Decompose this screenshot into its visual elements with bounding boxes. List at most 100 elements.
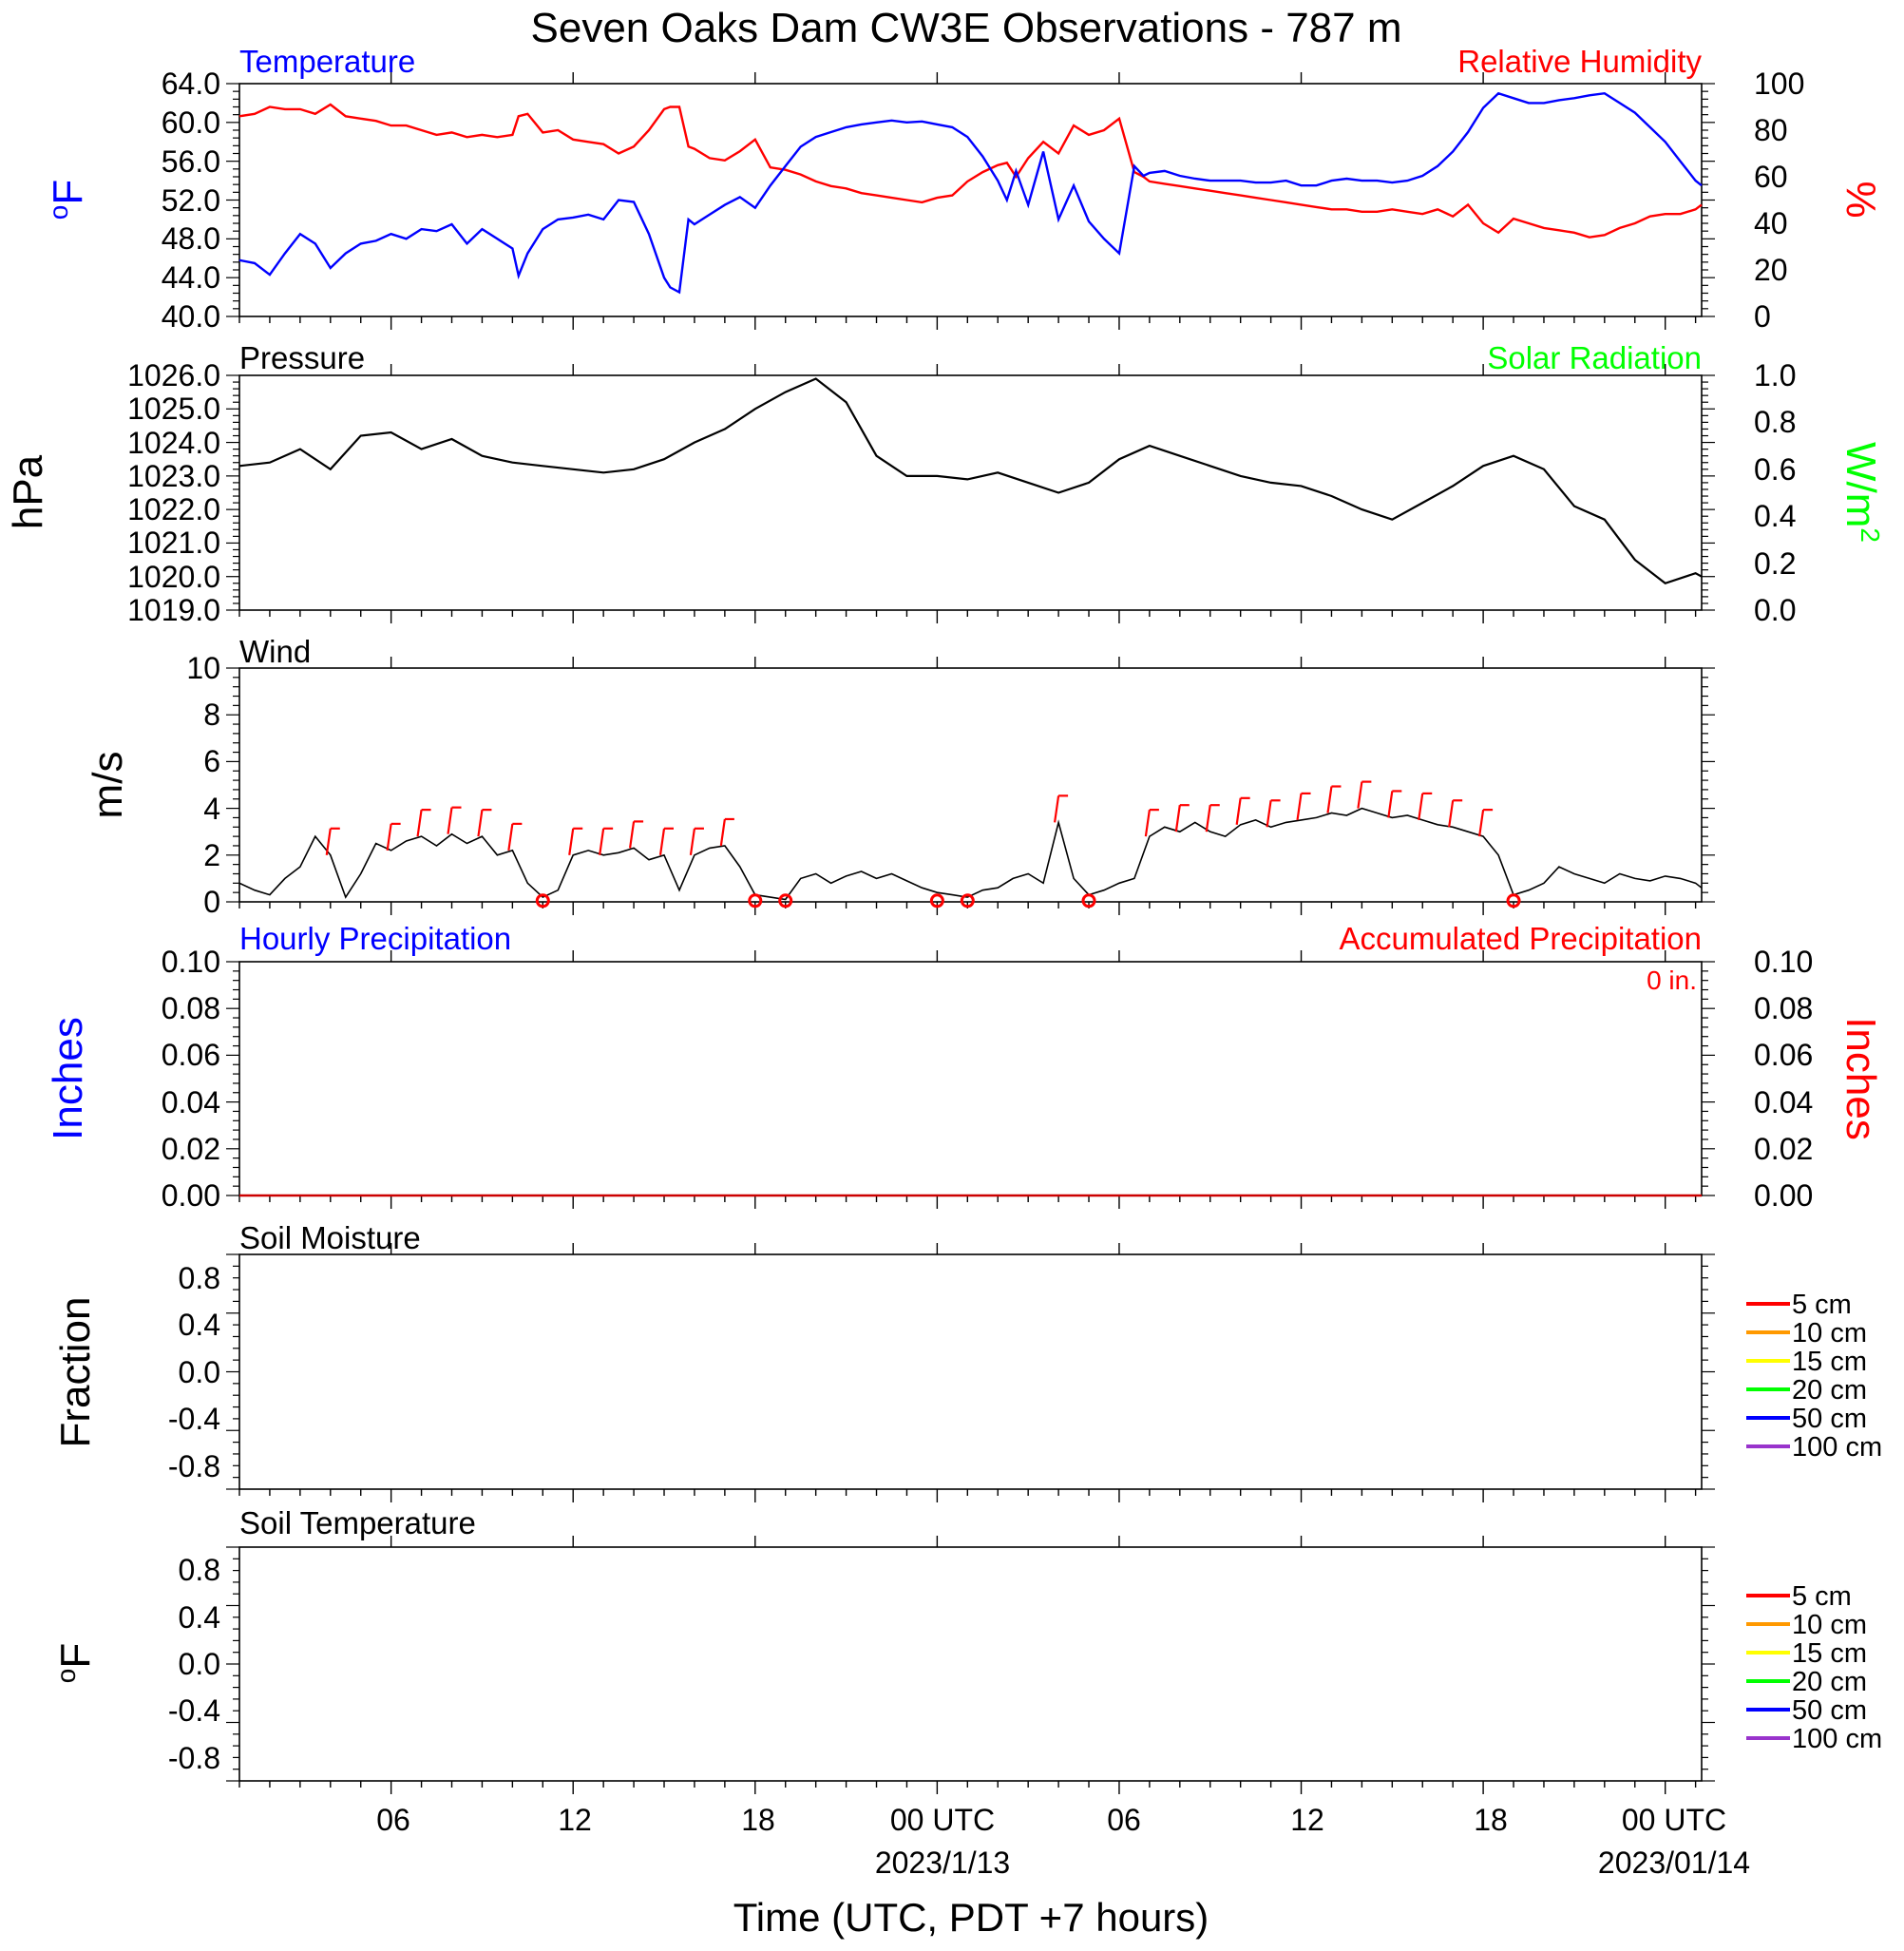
y-tick-label: -0.8 [168,1449,220,1483]
accumulated-precip-total: 0 in. [1647,966,1697,995]
y2-tick-label: 0.04 [1754,1085,1813,1119]
y2-tick-label: 60 [1754,160,1788,194]
y-tick-label: -0.4 [168,1402,220,1436]
wind-barb [1326,786,1333,813]
wind-barb [1144,809,1151,837]
wind-barb [1448,800,1455,828]
y-tick-label: 1019.0 [127,593,220,627]
x-date-label: 2023/1/13 [875,1846,1010,1880]
legend-label: 10 cm [1792,1318,1867,1348]
soil-temperature-panel: Soil Temperature 0.8 0.4 0.0 -0.4 -0.8 o… [51,1505,1882,1794]
y-tick-label: 6 [203,744,220,778]
legend-label: 20 cm [1792,1375,1867,1406]
wind-barb [599,828,605,855]
y-tick-label: 44.0 [162,260,220,295]
x-tick-label: 18 [741,1803,775,1837]
temp-rh-ticks [226,72,1715,330]
x-axis-label: Time (UTC, PDT +7 hours) [733,1895,1209,1940]
temperature-unit: oF [44,180,92,220]
soil-temperature-unit: oF [51,1643,100,1683]
y2-tick-label: 0.6 [1754,452,1796,487]
soil-temperature-title: Soil Temperature [239,1505,476,1540]
chart-title: Seven Oaks Dam CW3E Observations - 787 m [531,5,1402,51]
x-tick-label: 12 [1290,1803,1324,1837]
wind-barb [1418,793,1424,821]
wind-speed-line [238,807,1703,901]
y-tick-label: 1025.0 [127,392,220,426]
solar-radiation-title: Solar Radiation [1487,340,1702,375]
x-tick-label: 18 [1474,1803,1508,1837]
relative-humidity-line [238,103,1703,239]
y-tick-label: 0.06 [162,1038,220,1072]
wind-barb [1054,795,1060,823]
legend-label: 15 cm [1792,1638,1867,1669]
temp-left-tick-labels: 64.0 60.0 56.0 52.0 48.0 44.0 40.0 [162,67,220,334]
temperature-line [238,91,1703,295]
x-tick-label: 00 UTC [890,1803,995,1837]
precip-left-tick-labels: 0.10 0.08 0.06 0.04 0.02 0.00 [162,945,220,1213]
calm-wind-marker [748,893,763,909]
y-tick-label: 1022.0 [127,492,220,526]
soil-moisture-frame [238,1253,1703,1490]
wind-unit: m/s [85,752,131,819]
legend-label: 20 cm [1792,1667,1867,1697]
wind-title: Wind [239,634,311,669]
y2-tick-label: 20 [1754,253,1788,287]
wind-frame [238,667,1703,903]
calm-wind-marker [960,893,975,909]
x-tick-label: 06 [1107,1803,1141,1837]
soil-moisture-tick-labels: 0.8 0.4 0.0 -0.4 -0.8 [168,1261,220,1483]
precipitation-panel: Hourly Precipitation Accumulated Precipi… [45,921,1884,1213]
calm-wind-marker [1506,893,1521,909]
y2-tick-label: 0.00 [1754,1178,1813,1213]
wind-barb [1478,809,1485,837]
humidity-title: Relative Humidity [1457,44,1702,79]
wind-barb [386,823,392,851]
y-tick-label: 0.02 [162,1132,220,1166]
wind-barb [719,818,726,847]
calm-wind-marker [1081,893,1096,909]
y-tick-label: 8 [203,698,220,732]
wind-barb [416,809,423,837]
pressure-panel: Pressure Solar Radiation 1026.0 1025.0 1… [5,340,1886,627]
temp-rh-panel: Temperature Relative Humidity 64.0 60.0 … [44,44,1885,334]
soil-moisture-legend: 5 cm 10 cm 15 cm 20 cm 50 cm 100 cm [1746,1290,1882,1463]
calm-wind-marker [929,893,944,909]
pressure-title: Pressure [239,340,365,375]
precip-right-unit: Inches [1837,1017,1884,1140]
temperature-title: Temperature [239,44,415,79]
wind-ticks [226,657,1715,915]
y-tick-label: 0.08 [162,991,220,1025]
precip-right-tick-labels: 0.10 0.08 0.06 0.04 0.02 0.00 [1754,945,1813,1213]
pressure-unit: hPa [5,454,51,529]
wind-barb [1387,791,1394,818]
wind-barb [1174,805,1181,832]
wind-barb [1205,805,1211,832]
humidity-unit: % [1837,181,1884,218]
y-tick-label: 52.0 [162,183,220,218]
y-tick-label: 1024.0 [127,426,220,460]
y2-tick-label: 0.0 [1754,593,1796,627]
wind-barb [628,821,636,849]
accumulated-precip-title: Accumulated Precipitation [1339,921,1702,956]
y-tick-label: 10 [186,651,220,685]
y-tick-label: 40.0 [162,299,220,334]
y-tick-label: 0.0 [179,1355,220,1389]
legend-label: 50 cm [1792,1404,1867,1434]
y-tick-label: 0 [203,885,220,919]
y2-tick-label: 0.08 [1754,991,1813,1025]
y-tick-label: 0.04 [162,1085,220,1119]
x-date-label: 2023/01/14 [1598,1846,1750,1880]
wind-barb [1266,800,1272,828]
solar-right-tick-labels: 1.0 0.8 0.6 0.4 0.2 0.0 [1754,358,1796,627]
x-tick-label: 06 [376,1803,410,1837]
x-tick-label: 12 [558,1803,592,1837]
legend-label: 5 cm [1792,1581,1852,1612]
wind-panel: Wind 10 8 6 4 2 0 m/s [85,634,1715,919]
y2-tick-label: 80 [1754,113,1788,147]
legend-label: 100 cm [1792,1432,1882,1463]
y2-tick-label: 0.8 [1754,405,1796,439]
y-tick-label: 0.4 [179,1308,220,1342]
solar-unit: W/m2 [1837,442,1886,543]
